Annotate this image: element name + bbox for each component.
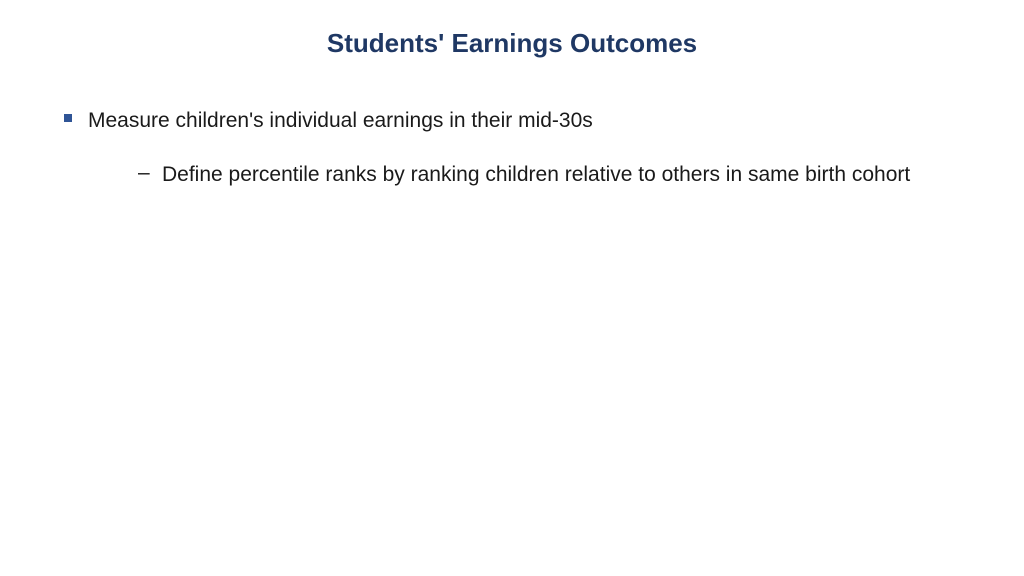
square-bullet-icon	[64, 114, 72, 122]
bullet-level2-text: Define percentile ranks by ranking child…	[162, 161, 964, 189]
bullet-level1-text: Measure children's individual earnings i…	[88, 107, 964, 135]
dash-bullet-icon: –	[138, 161, 150, 185]
bullet-list: Measure children's individual earnings i…	[60, 107, 964, 190]
bullet-level1: Measure children's individual earnings i…	[60, 107, 964, 190]
slide: Students' Earnings Outcomes Measure chil…	[0, 0, 1024, 576]
bullet-level2: – Define percentile ranks by ranking chi…	[138, 161, 964, 189]
sub-bullet-list: – Define percentile ranks by ranking chi…	[88, 161, 964, 189]
slide-title: Students' Earnings Outcomes	[60, 28, 964, 59]
